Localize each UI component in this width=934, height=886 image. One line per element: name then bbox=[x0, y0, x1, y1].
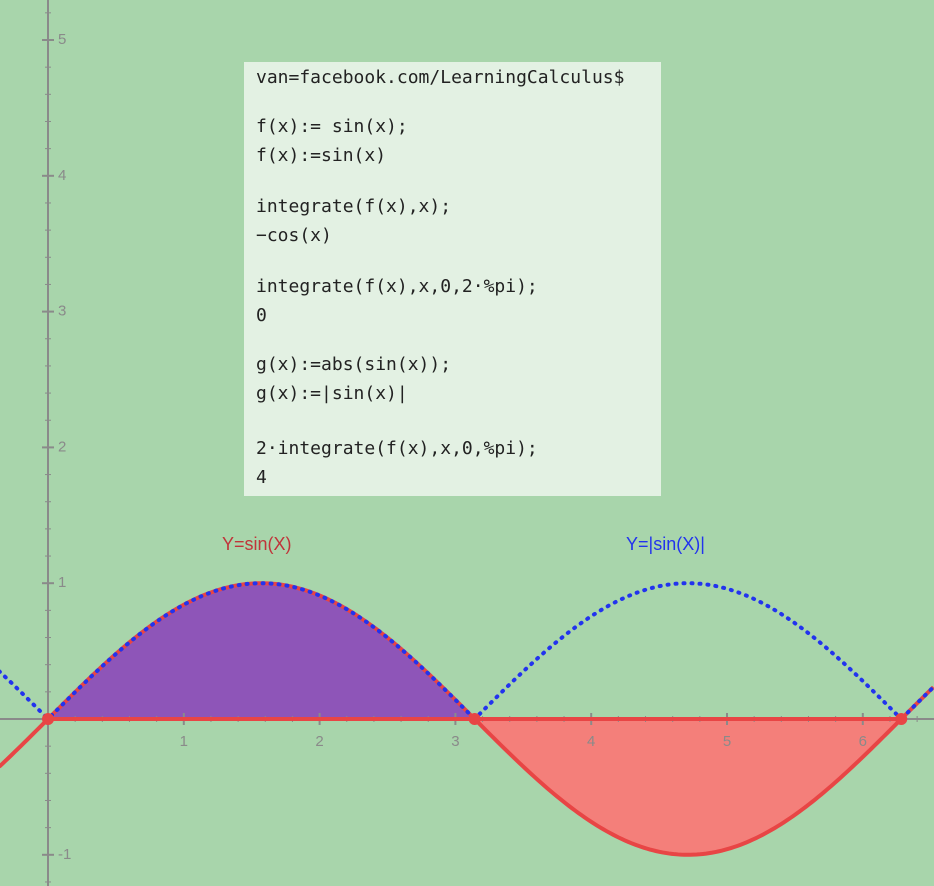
code-output: g(x):=|sin(x)| bbox=[256, 383, 408, 404]
intersection-point bbox=[468, 713, 481, 725]
code-output: 0 bbox=[256, 305, 267, 326]
x-tick-label: 2 bbox=[315, 733, 323, 750]
y-tick-label: 4 bbox=[58, 167, 66, 184]
area-positive bbox=[48, 583, 475, 719]
code-output: f(x):=sin(x) bbox=[256, 145, 386, 166]
x-tick-label: 3 bbox=[451, 733, 459, 750]
area-negative bbox=[474, 719, 902, 855]
intersection-point bbox=[895, 713, 908, 725]
x-tick-label: 5 bbox=[723, 733, 731, 750]
code-input: 2·integrate(f(x),x,0,%pi); bbox=[256, 438, 538, 459]
curve-label: Y=|sin(X)| bbox=[626, 534, 705, 554]
x-tick-label: 1 bbox=[180, 733, 188, 750]
y-tick-label: -1 bbox=[58, 846, 71, 863]
curve-label: Y=sin(X) bbox=[222, 534, 292, 554]
code-input: integrate(f(x),x,0,2·%pi); bbox=[256, 276, 538, 297]
y-tick-label: 2 bbox=[58, 438, 66, 455]
code-input: integrate(f(x),x); bbox=[256, 196, 451, 217]
maxima-panel bbox=[244, 62, 661, 496]
y-tick-label: 5 bbox=[58, 31, 66, 48]
code-input: g(x):=abs(sin(x)); bbox=[256, 354, 451, 375]
code-input: van=facebook.com/LearningCalculus$ bbox=[256, 67, 624, 88]
abs-sin-curve bbox=[0, 581, 934, 721]
code-output: 4 bbox=[256, 467, 267, 488]
code-input: f(x):= sin(x); bbox=[256, 116, 408, 137]
x-tick-label: 4 bbox=[587, 733, 595, 750]
x-tick-label: 6 bbox=[859, 733, 867, 750]
code-output: −cos(x) bbox=[256, 225, 332, 246]
intersection-point bbox=[42, 713, 54, 725]
y-tick-label: 3 bbox=[58, 303, 66, 320]
y-tick-label: 1 bbox=[58, 574, 66, 591]
